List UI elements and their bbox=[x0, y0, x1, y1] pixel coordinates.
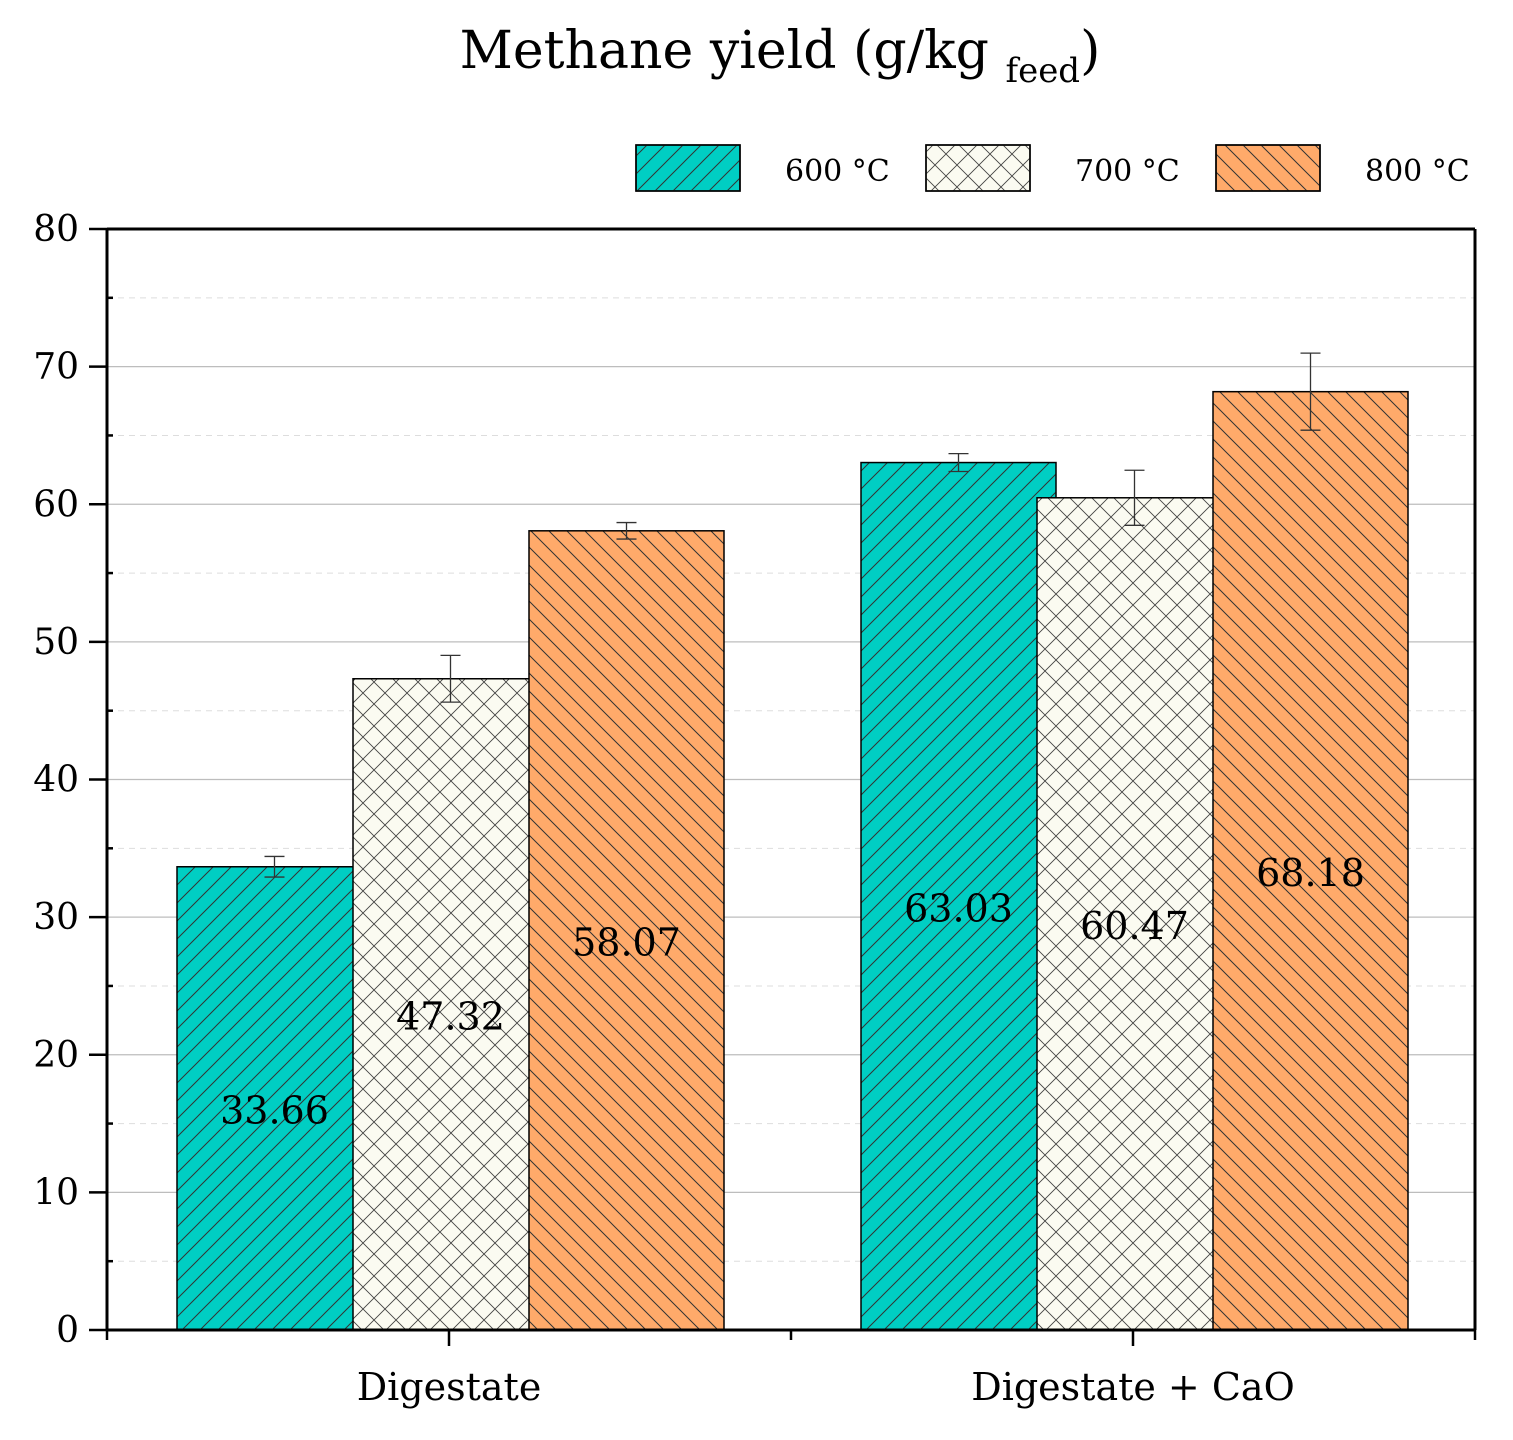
bar bbox=[1036, 497, 1233, 1331]
data-label: 58.07 bbox=[572, 920, 681, 964]
y-tick-label: 30 bbox=[33, 897, 79, 938]
y-tick-label: 20 bbox=[33, 1035, 79, 1076]
chart-title-main: Methane yield (g/kg bbox=[460, 21, 1006, 81]
data-label: 60.47 bbox=[1080, 904, 1189, 948]
data-label: 33.66 bbox=[220, 1088, 329, 1132]
bar bbox=[176, 866, 373, 1331]
y-tick-label: 50 bbox=[33, 622, 79, 663]
data-label: 68.18 bbox=[1256, 851, 1365, 895]
y-tick-label: 80 bbox=[33, 209, 79, 250]
y-tick-label: 10 bbox=[33, 1172, 79, 1213]
legend-swatch-600-pattern bbox=[635, 144, 741, 192]
bars bbox=[176, 390, 1409, 1331]
legend-swatch-700-pattern bbox=[925, 144, 1031, 192]
error-bars bbox=[264, 352, 1321, 878]
legend-swatch-800-pattern bbox=[1215, 144, 1321, 192]
chart-title-close: ) bbox=[1080, 21, 1100, 81]
y-tick-label: 70 bbox=[33, 347, 79, 388]
data-label: 63.03 bbox=[904, 886, 1013, 930]
legend: 600 °C 700 °C 800 °C bbox=[635, 144, 1470, 192]
y-tick-label: 60 bbox=[33, 484, 79, 525]
bar bbox=[352, 678, 549, 1331]
legend-item-600: 600 °C bbox=[635, 144, 890, 192]
data-label: 47.32 bbox=[396, 994, 505, 1038]
chart-title-subscript: feed bbox=[1005, 51, 1080, 91]
legend-label-700: 700 °C bbox=[1075, 154, 1180, 189]
legend-item-800: 800 °C bbox=[1215, 144, 1470, 192]
y-tick-label: 40 bbox=[33, 760, 79, 801]
legend-label-600: 600 °C bbox=[785, 154, 890, 189]
y-tick-label: 0 bbox=[56, 1310, 79, 1351]
bar bbox=[860, 461, 1057, 1331]
bar bbox=[528, 530, 725, 1331]
axes: 0 10 20 30 40 50 60 70 80 Digestate Digestate + Ca… bbox=[33, 209, 1477, 1409]
chart-title: Methane yield (g/kg feed) bbox=[460, 21, 1101, 91]
legend-label-800: 800 °C bbox=[1365, 154, 1470, 189]
x-tick-label: Digestate bbox=[357, 1365, 542, 1409]
data-labels: 33.66 47.32 58.07 63.03 60.47 68.18 bbox=[220, 851, 1365, 1133]
x-tick-label: Digestate + CaO bbox=[971, 1365, 1295, 1409]
bar bbox=[1212, 390, 1409, 1331]
legend-item-700: 700 °C bbox=[925, 144, 1180, 192]
